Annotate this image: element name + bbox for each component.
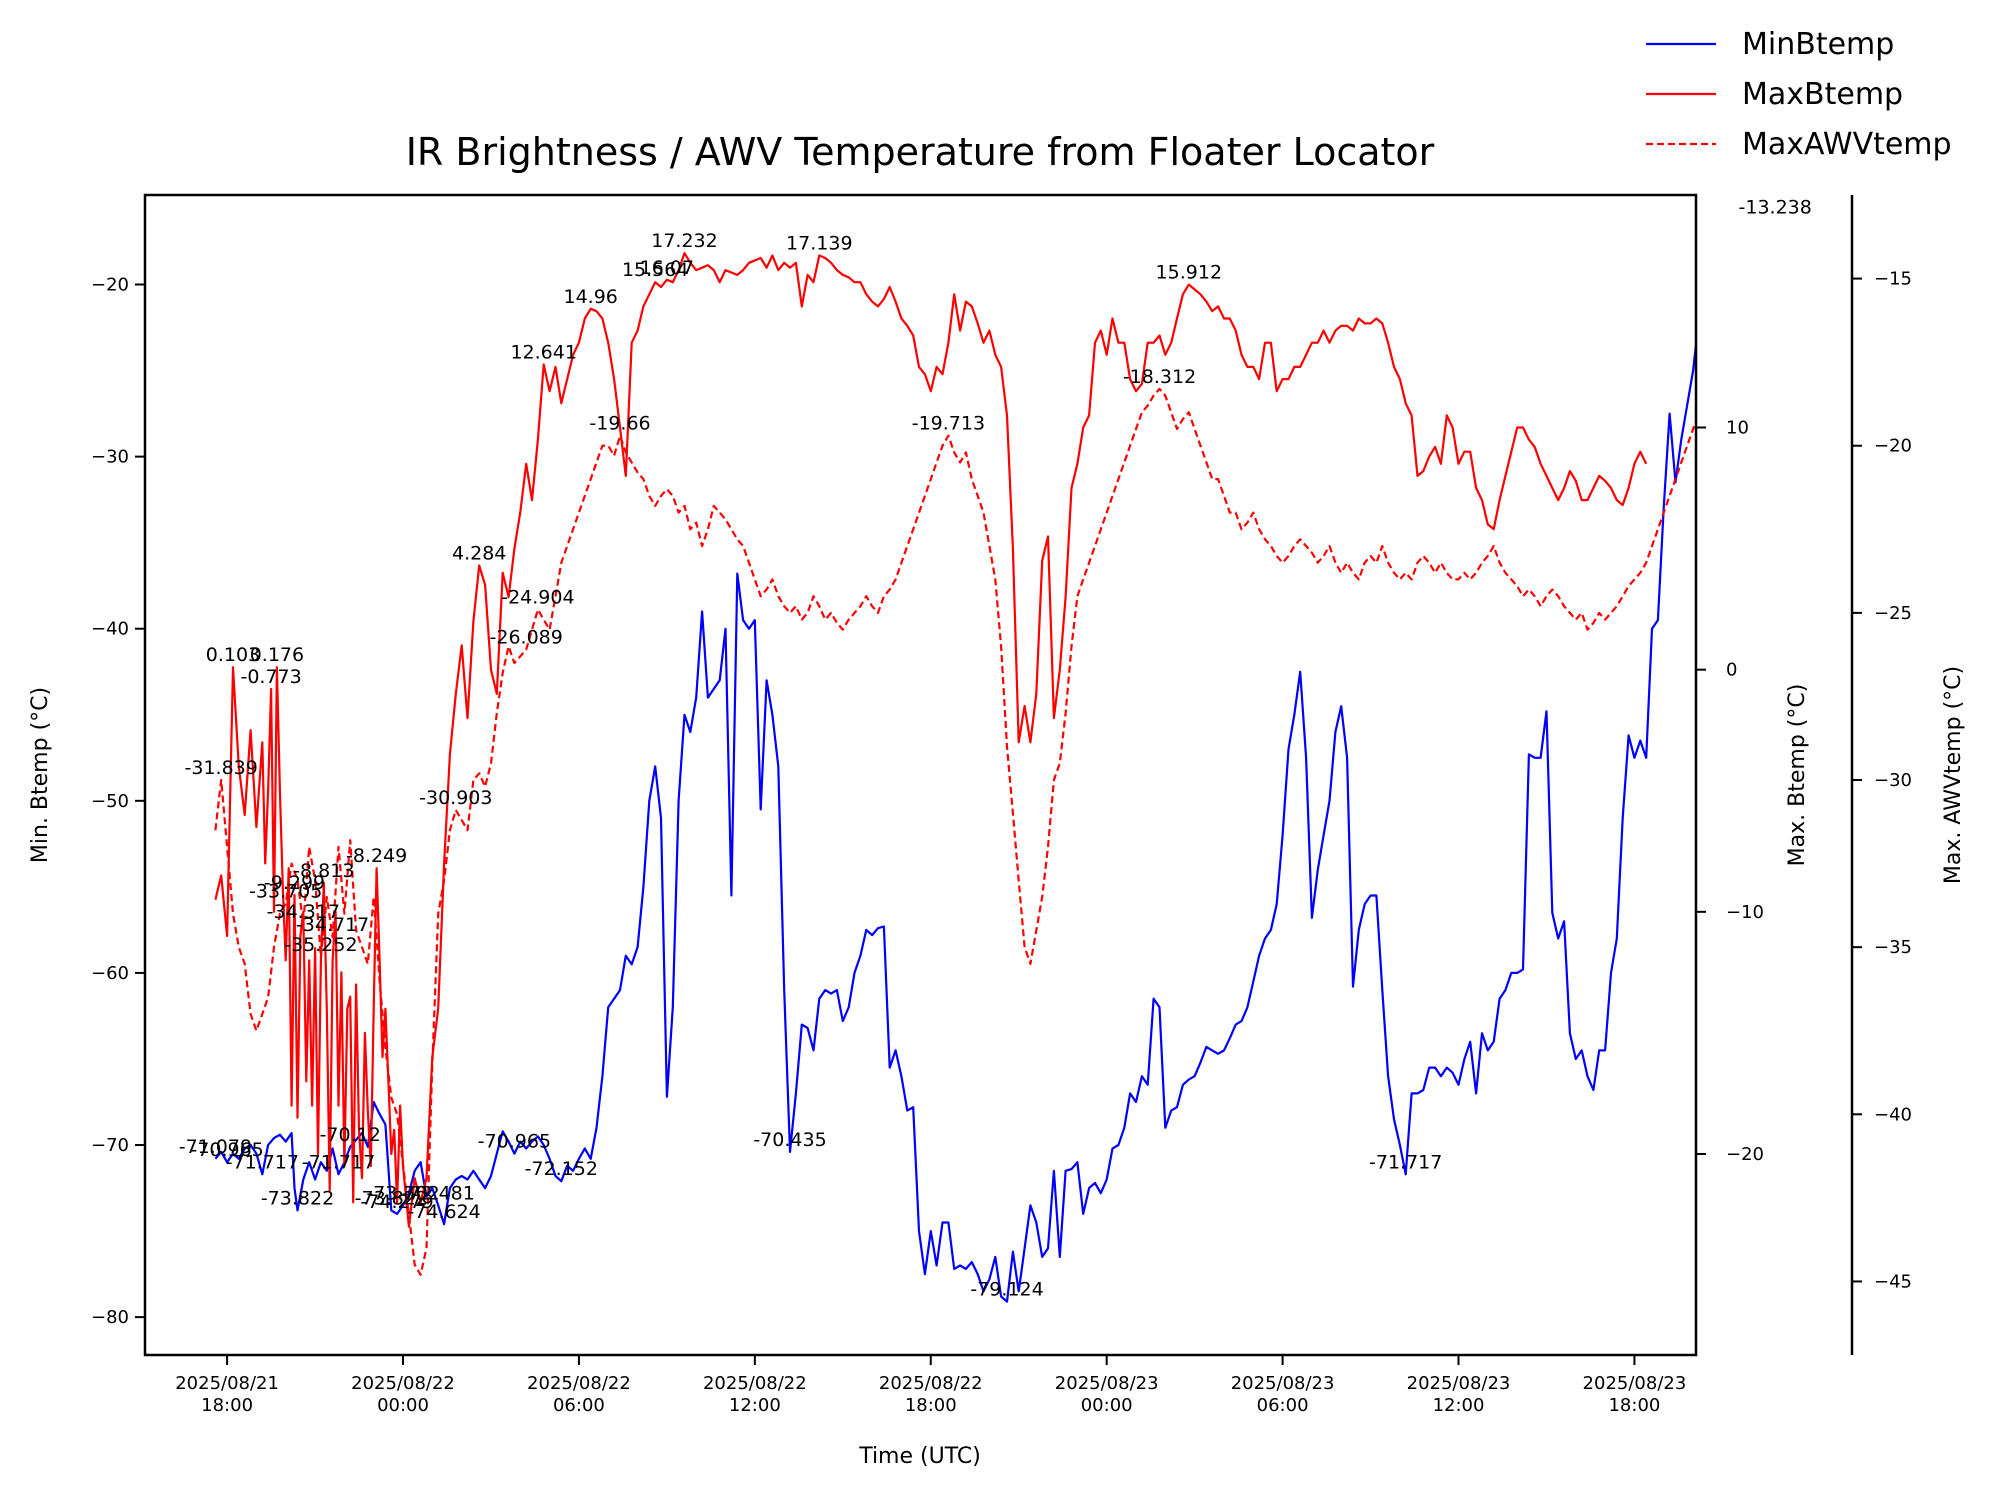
chart-title: IR Brightness / AWV Temperature from Flo…	[406, 130, 1435, 174]
x-tick-label: 18:00	[1608, 1395, 1660, 1416]
data-label: 14.96	[563, 286, 617, 308]
series-line-maxawvtemp	[214, 387, 1696, 1276]
x-axis: 2025/08/2118:002025/08/2200:002025/08/22…	[175, 1355, 1686, 1416]
data-label: 0.103	[206, 644, 260, 666]
data-label: -8.813	[293, 860, 354, 882]
data-label: -70.435	[753, 1129, 826, 1151]
y-right2-tick-label: −20	[1874, 436, 1912, 457]
data-label: -70.965	[190, 1139, 263, 1161]
data-label: -19.66	[589, 413, 650, 435]
data-label: -30.903	[419, 787, 492, 809]
data-label: 16.07	[640, 257, 694, 279]
data-label: -74.279	[360, 1191, 433, 1213]
x-tick-label: 2025/08/23	[1407, 1373, 1511, 1394]
data-label: -73.822	[261, 1187, 334, 1209]
data-label: 17.139	[786, 233, 852, 255]
x-tick-label: 06:00	[553, 1395, 605, 1416]
y-axis-right1-label: Max. Btemp (°C)	[1785, 684, 1810, 867]
y-left-tick-label: −30	[91, 447, 129, 468]
data-label: 15.564	[622, 259, 688, 281]
y-left-tick-label: −70	[91, 1135, 129, 1156]
series-line-minbtemp	[214, 334, 1696, 1303]
y-axis-right2-label: Max. AWVtemp (°C)	[1941, 666, 1966, 884]
y-right1-tick-label: 10	[1726, 417, 1749, 438]
data-label: -13.238	[1739, 197, 1812, 219]
legend: MinBtemp MaxBtemp MaxAWVtemp	[1646, 27, 1952, 162]
data-label: 17.232	[651, 230, 717, 252]
data-label: -79.124	[970, 1279, 1043, 1301]
x-tick-label: 2025/08/22	[879, 1373, 983, 1394]
data-label: -19.713	[912, 413, 985, 435]
data-label: -73.702	[366, 1182, 439, 1204]
x-tick-label: 12:00	[1433, 1395, 1485, 1416]
x-tick-label: 2025/08/22	[703, 1373, 807, 1394]
y-right2-tick-label: −25	[1874, 603, 1912, 624]
data-label: -72.481	[402, 1182, 475, 1204]
y-left-tick-label: −60	[91, 963, 129, 984]
x-tick-label: 2025/08/23	[1055, 1373, 1159, 1394]
data-label: 12.641	[510, 342, 576, 364]
y-left-tick-label: −80	[91, 1307, 129, 1328]
x-axis-label: Time (UTC)	[858, 1444, 981, 1469]
y-axis-right2: −45 −40 −35 −30 −25 −20 −15	[1850, 195, 1912, 1355]
legend-label: MinBtemp	[1742, 27, 1894, 62]
data-label: -71.079	[179, 1136, 252, 1158]
x-tick-label: 2025/08/22	[527, 1373, 631, 1394]
y-left-tick-label: −40	[91, 619, 129, 640]
data-label: -9.299	[264, 872, 325, 894]
data-label: -18.312	[1123, 366, 1196, 388]
data-label: -8.249	[346, 845, 407, 867]
data-label: -33.705	[249, 881, 322, 903]
y-right2-tick-label: −15	[1874, 269, 1912, 290]
x-tick-label: 12:00	[729, 1395, 781, 1416]
y-axis-left: −80 −70 −60 −50 −40 −30 −20	[91, 274, 145, 1328]
y-left-tick-label: −50	[91, 791, 129, 812]
y-right1-tick-label: 0	[1726, 660, 1737, 681]
legend-label: MaxBtemp	[1742, 77, 1903, 112]
x-tick-label: 2025/08/23	[1583, 1373, 1687, 1394]
data-label: -70.12	[320, 1124, 381, 1146]
x-tick-label: 00:00	[1081, 1395, 1133, 1416]
y-right2-tick-label: −30	[1874, 770, 1912, 791]
x-tick-label: 18:00	[905, 1395, 957, 1416]
x-tick-label: 2025/08/21	[175, 1373, 279, 1394]
series-line-maxbtemp	[214, 252, 1648, 1228]
data-label: -35.252	[284, 934, 357, 956]
data-label: -71.717	[302, 1151, 375, 1173]
data-label: -0.773	[240, 666, 301, 688]
data-label: -24.904	[501, 587, 574, 609]
y-right1-tick-label: −10	[1726, 902, 1764, 923]
data-label: -71.717	[226, 1151, 299, 1173]
x-tick-label: 00:00	[377, 1395, 429, 1416]
data-label: -34.717	[296, 914, 369, 936]
plot-frame	[143, 193, 1698, 1357]
y-right2-tick-label: −40	[1874, 1104, 1912, 1125]
y-axis-right1: −20 −10 0 10	[1696, 417, 1764, 1165]
data-label: -26.089	[490, 627, 563, 649]
x-tick-label: 18:00	[201, 1395, 253, 1416]
data-label: -72.152	[525, 1158, 598, 1180]
data-label: -70.965	[478, 1131, 551, 1153]
data-label: -71.717	[1369, 1151, 1442, 1173]
x-tick-label: 2025/08/22	[351, 1373, 455, 1394]
x-tick-label: 06:00	[1257, 1395, 1309, 1416]
data-label: 0.176	[250, 644, 304, 666]
y-axis-left-label: Min. Btemp (°C)	[28, 687, 53, 863]
data-label: -34.317	[267, 901, 340, 923]
y-right2-tick-label: −35	[1874, 937, 1912, 958]
data-label: -31.839	[185, 757, 258, 779]
x-tick-label: 2025/08/23	[1231, 1373, 1335, 1394]
data-label: 4.284	[452, 543, 506, 565]
legend-label: MaxAWVtemp	[1742, 127, 1952, 162]
series-layer	[214, 252, 1696, 1303]
data-label: 15.912	[1156, 262, 1222, 284]
y-right2-tick-label: −45	[1874, 1271, 1912, 1292]
y-right1-tick-label: −20	[1726, 1144, 1764, 1165]
data-label: -74.624	[407, 1201, 480, 1223]
data-label: -73.822	[355, 1187, 428, 1209]
y-left-tick-label: −20	[91, 274, 129, 295]
